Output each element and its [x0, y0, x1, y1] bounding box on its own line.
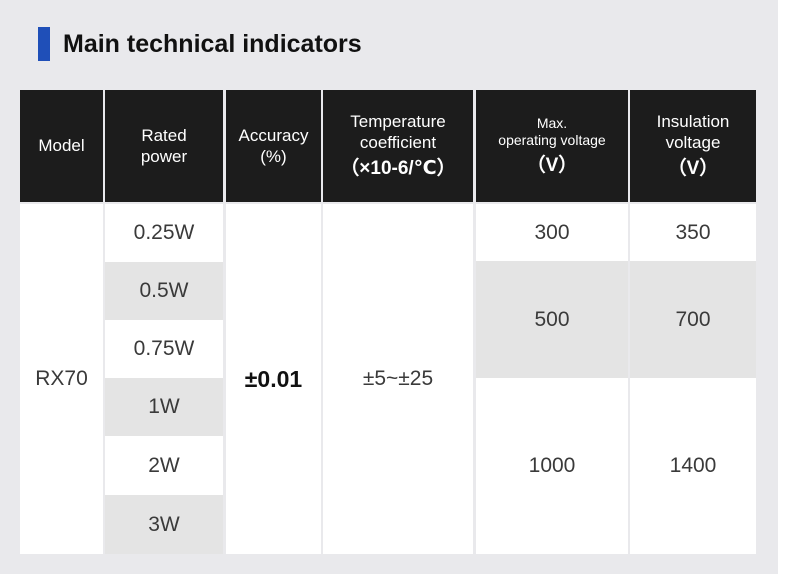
rated-power-cell: 3W [105, 495, 223, 554]
accuracy-value: ±0.01 [244, 365, 303, 392]
page-title: Main technical indicators [63, 29, 362, 58]
header-max-voltage: Max. operating voltage （V） [476, 90, 628, 202]
header-insulation-line1: Insulation [656, 111, 730, 131]
header-accuracy-line1: Accuracy [238, 125, 309, 145]
insulation-voltage-cell: 350 [630, 204, 756, 261]
rated-power-value: 0.75W [133, 337, 195, 360]
header-temperature-line1: Temperature [350, 111, 446, 131]
model-value: RX70 [35, 367, 88, 390]
max-voltage-cell: 300 [476, 204, 628, 261]
header-temperature: Temperature coefficient （×10-6/℃） [323, 90, 473, 202]
header-max-voltage-line2: operating voltage [498, 132, 606, 149]
rated-power-cell: 2W [105, 436, 223, 495]
section-heading: Main technical indicators [38, 26, 362, 62]
spec-table: Model Rated power Accuracy (%) Temperatu… [20, 90, 756, 554]
rated-power-value: 3W [148, 512, 180, 536]
header-model: Model [20, 90, 103, 202]
spec-card: Main technical indicators Model Rated po… [0, 0, 778, 574]
temperature-coefficient-value: ±5~±25 [362, 367, 434, 390]
header-temperature-line3: （×10-6/℃） [340, 158, 456, 180]
rated-power-value: 0.25W [133, 221, 195, 244]
max-voltage-value: 1000 [528, 454, 576, 477]
header-model-label: Model [38, 136, 85, 156]
header-rated-power: Rated power [105, 90, 223, 202]
header-temperature-line2: coefficient [359, 133, 437, 153]
header-insulation-line3: （V） [667, 158, 719, 180]
rated-power-cell: 0.5W [105, 262, 223, 320]
header-accuracy: Accuracy (%) [226, 90, 321, 202]
max-voltage-value: 500 [534, 307, 570, 331]
rated-power-cell: 0.25W [105, 204, 223, 262]
accuracy-cell: ±0.01 [226, 204, 321, 554]
header-insulation-line2: voltage [665, 133, 721, 153]
insulation-voltage-value: 700 [675, 307, 711, 331]
insulation-voltage-value: 350 [675, 220, 711, 244]
header-accuracy-line2: (%) [260, 147, 287, 166]
header-rated-power-line1: Rated [141, 125, 187, 145]
heading-accent-bar [38, 27, 50, 61]
max-voltage-cell: 500 [476, 261, 628, 378]
model-cell: RX70 [20, 204, 103, 554]
rated-power-value: 2W [148, 453, 180, 477]
insulation-voltage-cell: 700 [630, 261, 756, 378]
rated-power-cell: 0.75W [105, 320, 223, 378]
temperature-coefficient-cell: ±5~±25 [323, 204, 473, 554]
rated-power-value: 0.5W [139, 279, 189, 302]
header-rated-power-line2: power [140, 147, 188, 166]
header-max-voltage-line1: Max. [536, 114, 568, 131]
rated-power-cell: 1W [105, 378, 223, 436]
max-voltage-value: 300 [534, 220, 570, 244]
header-max-voltage-line3: （V） [526, 154, 578, 176]
rated-power-value: 1W [148, 395, 180, 418]
max-voltage-cell: 1000 [476, 378, 628, 554]
header-insulation-voltage: Insulation voltage （V） [630, 90, 756, 202]
insulation-voltage-cell: 1400 [630, 378, 756, 554]
insulation-voltage-value: 1400 [669, 454, 717, 477]
